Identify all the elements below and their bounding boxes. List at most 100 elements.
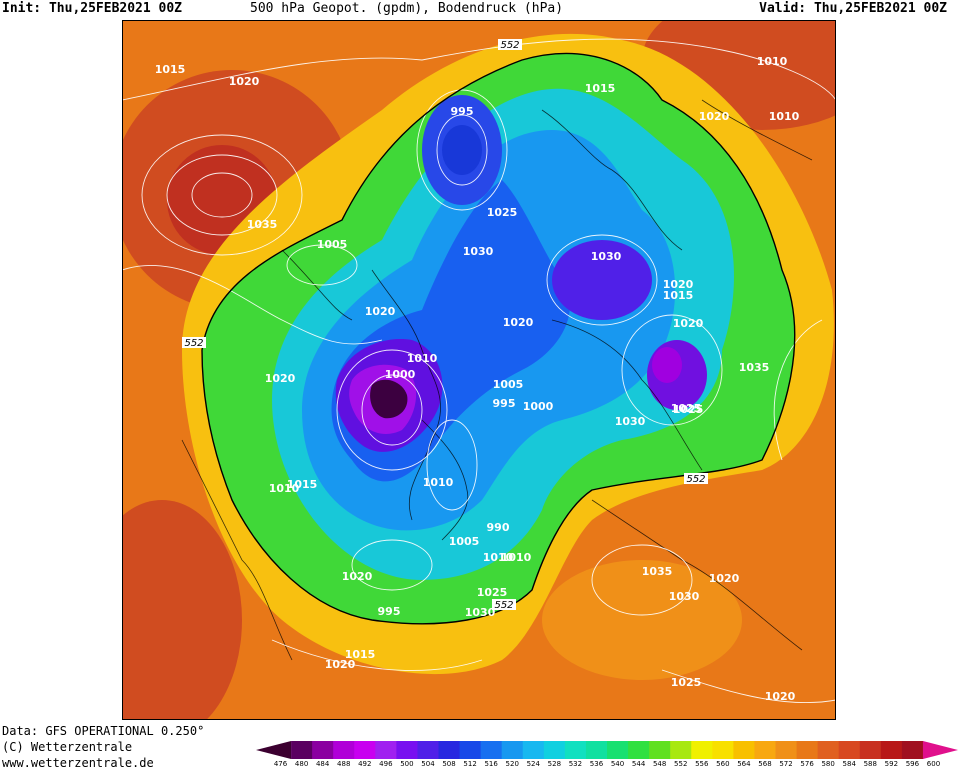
isobar-label: 1005	[493, 378, 524, 391]
colorbar-tick-label: 532	[568, 760, 583, 768]
colorbar-swatch	[585, 741, 608, 759]
isobar-label: 1035	[739, 361, 770, 374]
copyright: (C) Wetterzentrale	[2, 740, 133, 754]
colorbar-tick-label: 544	[631, 760, 646, 768]
isobar-label: 1015	[287, 478, 318, 491]
colorbar-tick-label: 528	[547, 760, 562, 768]
colorbar-tick-label: 540	[610, 760, 625, 768]
isobar-label: 1020	[229, 75, 260, 88]
colorbar-tick-label: 548	[652, 760, 667, 768]
colorbar-swatch	[922, 741, 958, 759]
colorbar-swatch	[712, 741, 734, 759]
colorbar-tick-label: 492	[358, 760, 372, 768]
isobar-label: 1010	[757, 55, 788, 68]
header-bar: Init: Thu,25FEB2021 00Z 500 hPa Geopot. …	[0, 0, 959, 20]
colorbar-swatch	[796, 741, 819, 759]
colorbar-swatch	[312, 741, 334, 759]
isobar-label: 1020	[699, 110, 730, 123]
isobar-label: 1025	[673, 403, 704, 416]
colorbar-swatch	[480, 741, 503, 759]
colorbar-tick-label: 524	[526, 760, 540, 768]
isobar-label: 1005	[449, 535, 480, 548]
colorbar-tick-label: 588	[863, 760, 877, 768]
colorbar-swatch	[354, 741, 376, 759]
isobar-label: 1020	[265, 372, 296, 385]
colorbar-tick-label: 512	[463, 760, 477, 768]
isobar-label: 995	[451, 105, 474, 118]
colorbar-tick-label: 552	[674, 760, 688, 768]
data-source: Data: GFS OPERATIONAL 0.250°	[2, 724, 205, 738]
colorbar-tick-label: 596	[905, 760, 920, 768]
colorbar-swatch	[649, 741, 671, 759]
colorbar	[256, 741, 958, 759]
isobar-label: 1020	[365, 305, 396, 318]
colorbar-swatch	[628, 741, 650, 759]
colorbar-swatch	[256, 741, 292, 759]
colorbar-swatch	[901, 741, 924, 759]
colorbar-tick-label: 576	[800, 760, 814, 768]
isobar-label: 1020	[663, 278, 694, 291]
isobar-label: 1000	[385, 368, 416, 381]
isobar-label: 1015	[585, 82, 616, 95]
map-title: 500 hPa Geopot. (gpdm), Bodendruck (hPa)	[250, 1, 564, 16]
colorbar-tick-label: 556	[695, 760, 709, 768]
isobar-label: 1010	[501, 551, 532, 564]
colorbar-tick-label: 592	[884, 760, 899, 768]
colorbar-swatch	[691, 741, 713, 759]
colorbar-swatch	[880, 741, 903, 759]
colorbar-swatch	[438, 741, 461, 759]
colorbar-tick-label: 504	[421, 760, 435, 768]
isobar-label: 1010	[483, 551, 514, 564]
colorbar-swatch	[754, 741, 776, 759]
isobar-label: 990	[487, 521, 510, 534]
isobar-label: 1020	[709, 572, 740, 585]
isobar-label: 1020	[325, 658, 356, 671]
isobar-contours	[122, 38, 836, 704]
isobar-label: 995	[493, 397, 516, 410]
isobar-label: 1020	[503, 316, 534, 329]
isobar-label: 1030	[465, 606, 496, 619]
colorbar-swatch	[564, 741, 587, 759]
colorbar-tick-label: 564	[737, 760, 751, 768]
colorbar-tick-label: 480	[294, 760, 309, 768]
colorbar-swatch	[543, 741, 566, 759]
colorbar-swatch	[291, 741, 313, 759]
colorbar-tick-label: 584	[842, 760, 856, 768]
height-contour-label: 552	[684, 473, 708, 485]
isobar-label: 1025	[477, 586, 508, 599]
isobar-label: 1020	[673, 317, 704, 330]
height-contour-label: 552	[498, 39, 522, 51]
colorbar-tick-label: 500	[400, 760, 414, 768]
isobar-label: 1020	[765, 690, 796, 703]
colorbar-tick-label: 536	[589, 760, 604, 768]
height-contour-label: 552	[182, 337, 206, 349]
isobar-label: 1025	[671, 676, 702, 689]
colorbar-tick-label: 496	[379, 760, 393, 768]
isobar-label: 1025	[671, 402, 702, 415]
colorbar-swatch	[670, 741, 692, 759]
colorbar-tick-label: 600	[926, 760, 941, 768]
colorbar-swatch	[375, 741, 397, 759]
colorbar-swatch	[838, 741, 861, 759]
isobar-label: 1010	[407, 352, 438, 365]
isobar-label: 1015	[663, 289, 694, 302]
colorbar-ticks: 476 480 484 488 492 496 500 504 508 512 516 520 524 5…	[256, 760, 958, 770]
colorbar-tick-label: 508	[442, 760, 456, 768]
isobar-label: 1020	[342, 570, 373, 583]
isobar-label: 1010	[269, 482, 300, 495]
height-contour-label: 552	[492, 599, 516, 611]
colorbar-swatch	[417, 741, 439, 759]
colorbar-tick-label: 568	[758, 760, 772, 768]
isobar-label: 1030	[669, 590, 700, 603]
isobar-label: 1025	[487, 206, 518, 219]
colorbar-tick-label: 516	[484, 760, 498, 768]
isobar-label: 1000	[523, 400, 554, 413]
isobar-label: 1010	[423, 476, 454, 489]
colorbar-swatch	[733, 741, 755, 759]
colorbar-tick-label: 520	[505, 760, 519, 768]
colorbar-tick-label: 488	[337, 760, 351, 768]
colorbar-swatch	[817, 741, 840, 759]
colorbar-tick-label: 476	[273, 760, 288, 768]
colorbar-tick-label: 580	[821, 760, 835, 768]
init-time: Init: Thu,25FEB2021 00Z	[2, 1, 183, 16]
